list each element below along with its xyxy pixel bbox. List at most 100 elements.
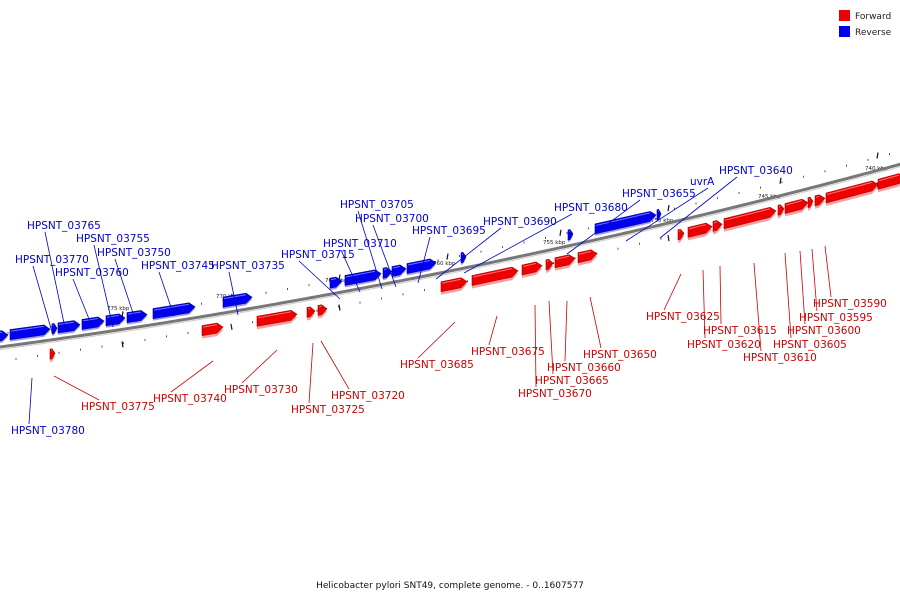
forward-gene[interactable] (317, 304, 328, 316)
gene-label[interactable]: HPSNT_03665 (535, 375, 609, 387)
reverse-gene[interactable] (391, 264, 407, 277)
gene-highlight (595, 212, 651, 226)
reverse-gene[interactable] (57, 320, 81, 334)
gene-highlight (153, 303, 190, 311)
gene-label[interactable]: HPSNT_03770 (15, 254, 89, 266)
gene-leader-line (824, 245, 832, 298)
gene-leader-line (702, 269, 706, 339)
reverse-gene[interactable] (0, 330, 9, 342)
reverse-gene[interactable] (222, 292, 253, 308)
tick-label: 750 kbp (651, 218, 674, 224)
gene-label[interactable]: HPSNT_03610 (743, 352, 817, 364)
gene-highlight (724, 208, 771, 221)
gene-label[interactable]: HPSNT_03685 (400, 359, 474, 371)
gene-label[interactable]: HPSNT_03700 (355, 213, 429, 225)
reverse-gene[interactable] (406, 258, 437, 274)
reverse-gene[interactable] (656, 208, 662, 221)
gene-label[interactable]: HPSNT_03680 (554, 202, 628, 214)
gene-highlight (106, 314, 120, 318)
reverse-gene[interactable] (126, 310, 148, 323)
forward-gene[interactable] (712, 220, 723, 232)
gene-label[interactable]: HPSNT_03740 (153, 393, 227, 405)
gene-label[interactable]: HPSNT_03690 (483, 216, 557, 228)
gene-highlight (392, 265, 401, 269)
forward-gene[interactable] (440, 277, 468, 293)
tick-label: 760 kbp (433, 261, 456, 267)
forward-gene[interactable] (825, 180, 879, 204)
gene-label[interactable]: HPSNT_03780 (11, 425, 85, 437)
gene-label[interactable]: HPSNT_03620 (687, 339, 761, 351)
forward-gene[interactable] (577, 249, 598, 264)
gene-label[interactable]: HPSNT_03735 (211, 260, 285, 272)
gene-highlight (546, 260, 549, 262)
gene-label[interactable]: HPSNT_03670 (518, 388, 592, 400)
gene-leader-line (417, 236, 431, 284)
forward-gene[interactable] (201, 322, 224, 336)
gene-label[interactable]: HPSNT_03660 (547, 362, 621, 374)
reverse-gene[interactable] (9, 324, 51, 340)
gene-label[interactable]: HPSNT_03600 (787, 325, 861, 337)
forward-gene[interactable] (687, 222, 713, 238)
legend-reverse-label: Reverse (855, 28, 892, 38)
forward-gene[interactable] (545, 258, 554, 271)
reverse-gene[interactable] (567, 229, 574, 241)
forward-gene[interactable] (807, 196, 814, 208)
forward-gene[interactable] (677, 228, 685, 241)
gene-label[interactable]: HPSNT_03750 (97, 247, 171, 259)
reverse-gene[interactable] (81, 316, 105, 330)
gene-label[interactable]: HPSNT_03590 (813, 298, 887, 310)
gene-layer (0, 173, 900, 363)
gene-label[interactable]: HPSNT_03675 (471, 346, 545, 358)
gene-label[interactable]: HPSNT_03755 (76, 233, 150, 245)
gene-highlight (678, 230, 681, 232)
gene-label[interactable]: HPSNT_03725 (291, 404, 365, 416)
gene-label[interactable]: HPSNT_03730 (224, 384, 298, 396)
gene-label[interactable]: HPSNT_03710 (323, 238, 397, 250)
gene-label[interactable]: HPSNT_03655 (622, 188, 696, 200)
gene-leader-line (625, 187, 709, 242)
forward-gene[interactable] (784, 198, 809, 214)
reverse-gene[interactable] (152, 302, 196, 319)
forward-gene[interactable] (471, 266, 519, 286)
forward-gene[interactable] (306, 306, 316, 318)
gene-leader-line (417, 321, 456, 359)
gene-label[interactable]: HPSNT_03715 (281, 249, 355, 261)
forward-gene[interactable] (814, 194, 826, 207)
forward-gene[interactable] (554, 254, 576, 269)
gene-leader-line (114, 258, 137, 323)
gene-label[interactable]: HPSNT_03720 (331, 390, 405, 402)
major-tick-lower (121, 341, 124, 348)
forward-gene[interactable] (256, 309, 298, 327)
gene-highlight (578, 250, 592, 255)
tick-label: 775 kbp (107, 306, 130, 312)
gene-label[interactable]: HPSNT_03605 (773, 339, 847, 351)
forward-gene[interactable] (723, 206, 777, 230)
gene-label[interactable]: HPSNT_03640 (719, 165, 793, 177)
gene-highlight (472, 268, 513, 278)
gene-label[interactable]: HPSNT_03705 (340, 199, 414, 211)
genome-caption: Helicobacter pylori SNT49, complete geno… (316, 581, 584, 591)
gene-label[interactable]: HPSNT_03695 (412, 225, 486, 237)
gene-label[interactable]: uvrA (690, 176, 715, 188)
reverse-gene[interactable] (51, 323, 58, 335)
forward-gene[interactable] (877, 173, 900, 190)
gene-label[interactable]: HPSNT_03745 (141, 260, 215, 272)
forward-gene[interactable] (777, 204, 785, 216)
reverse-gene[interactable] (594, 211, 657, 235)
genome-backbone (0, 162, 900, 349)
gene-label[interactable]: HPSNT_03615 (703, 325, 777, 337)
gene-leader-line (659, 176, 738, 239)
gene-leader-line (463, 213, 573, 274)
gene-label[interactable]: HPSNT_03625 (646, 311, 720, 323)
gene-highlight (785, 200, 803, 206)
forward-gene[interactable] (521, 261, 543, 276)
gene-label[interactable]: HPSNT_03765 (27, 220, 101, 232)
gene-label[interactable]: HPSNT_03775 (81, 401, 155, 413)
gene-leader-line (308, 342, 314, 404)
gene-label[interactable]: HPSNT_03760 (55, 267, 129, 279)
gene-label[interactable]: HPSNT_03595 (799, 312, 873, 324)
gene-label[interactable]: HPSNT_03650 (583, 349, 657, 361)
forward-gene[interactable] (49, 348, 56, 360)
reverse-gene[interactable] (329, 276, 343, 289)
